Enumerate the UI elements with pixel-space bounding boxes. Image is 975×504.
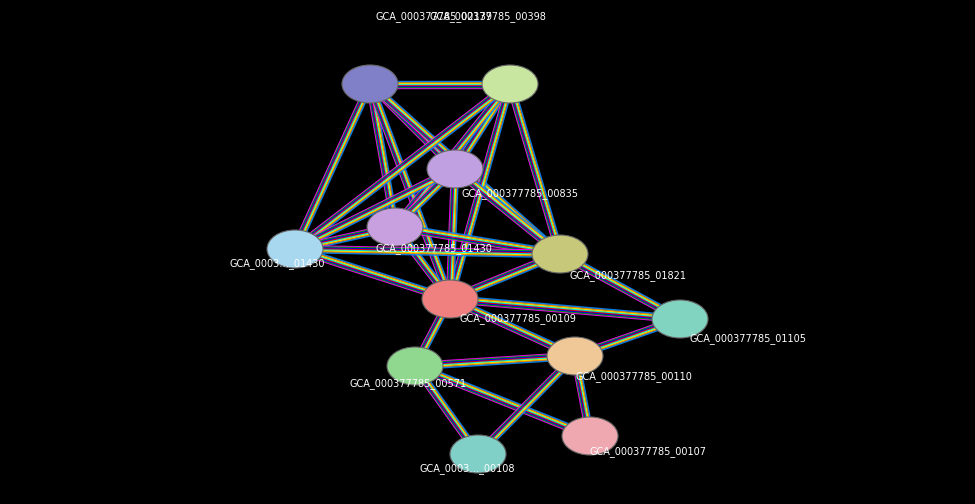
Ellipse shape (267, 230, 323, 268)
Text: GCA_000377785_00835: GCA_000377785_00835 (462, 188, 579, 200)
Ellipse shape (562, 417, 618, 455)
Ellipse shape (422, 280, 478, 318)
Ellipse shape (547, 337, 603, 375)
Text: GCA_000377785_01821: GCA_000377785_01821 (570, 271, 687, 281)
Text: GCA_0003…_01430: GCA_0003…_01430 (230, 259, 326, 270)
Text: GCA_000377785_01430: GCA_000377785_01430 (375, 243, 491, 255)
Ellipse shape (482, 65, 538, 103)
Ellipse shape (652, 300, 708, 338)
Ellipse shape (427, 150, 483, 188)
Ellipse shape (367, 208, 423, 246)
Text: GCA_000377785_01105: GCA_000377785_01105 (690, 334, 807, 344)
Ellipse shape (532, 235, 588, 273)
Text: GCA_000377785_00107: GCA_000377785_00107 (590, 447, 707, 458)
Text: GCA_000377785_00109: GCA_000377785_00109 (460, 313, 577, 325)
Text: GCA_0003…_00108: GCA_0003…_00108 (420, 464, 516, 474)
Text: GCA_000377785_00398: GCA_000377785_00398 (430, 12, 547, 23)
Text: GCA_000377785_00571: GCA_000377785_00571 (350, 379, 467, 390)
Text: GCA_000377785_02139: GCA_000377785_02139 (375, 12, 492, 23)
Text: GCA_000377785_00110: GCA_000377785_00110 (575, 371, 692, 383)
Ellipse shape (342, 65, 398, 103)
Ellipse shape (450, 435, 506, 473)
Ellipse shape (387, 347, 443, 385)
